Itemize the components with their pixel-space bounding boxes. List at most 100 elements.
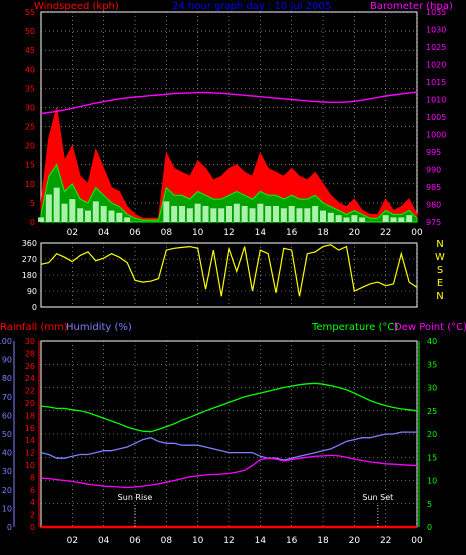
sun-annotation: Sun Rise xyxy=(118,493,153,502)
compass-label: E xyxy=(437,278,443,289)
wind-average-bar xyxy=(351,215,358,222)
wind-average-bar xyxy=(85,210,91,222)
temperature-tick-label: 20 xyxy=(427,430,437,439)
direction-tick-label: 360 xyxy=(22,239,37,248)
rainfall-tick-label: 24 xyxy=(25,374,35,383)
wind-average-bar xyxy=(296,208,303,222)
temperature-tick-label: 35 xyxy=(427,360,437,369)
rainfall-tick-label: 30 xyxy=(25,337,35,346)
barometer-tick-label: 1015 xyxy=(426,78,446,87)
windspeed-tick-label: 30 xyxy=(25,103,35,112)
x-tick-label: 04 xyxy=(98,228,110,238)
wind-average-bar xyxy=(390,217,397,222)
wind-average-bar xyxy=(288,205,295,222)
barometer-tick-label: 1005 xyxy=(426,113,446,122)
windspeed-tick-label: 10 xyxy=(25,180,35,189)
wind-average-bar xyxy=(265,205,272,222)
rainfall-tick-label: 0 xyxy=(30,523,35,532)
wind-average-area xyxy=(40,163,418,223)
wind-gust-area xyxy=(40,107,418,223)
x-tick-label: 20 xyxy=(349,228,361,238)
x-tick-label: 10 xyxy=(192,228,204,238)
humidity-line xyxy=(40,431,417,461)
x-tick-label: 14 xyxy=(255,536,267,546)
humidity-tick-label: 60 xyxy=(2,411,12,420)
wind-average-bar xyxy=(398,217,405,222)
wind-average-bar xyxy=(179,205,185,222)
wind-average-bar xyxy=(241,205,248,222)
x-tick-label: 10 xyxy=(192,536,204,546)
barometer-tick-label: 1020 xyxy=(426,61,446,70)
humidity-tick-label: 20 xyxy=(2,486,12,495)
rainfall-tick-label: 10 xyxy=(25,461,35,470)
x-tick-label: 22 xyxy=(380,536,391,546)
rainfall-tick-label: 18 xyxy=(25,411,35,420)
windspeed-tick-label: 50 xyxy=(25,27,35,36)
windspeed-tick-label: 40 xyxy=(25,65,35,74)
rainfall-tick-label: 8 xyxy=(30,473,35,482)
temperature-tick-label: 0 xyxy=(427,523,432,532)
humidity-tick-label: 10 xyxy=(2,504,12,513)
pressure-line xyxy=(40,91,418,115)
x-tick-label: 14 xyxy=(255,228,267,238)
wind-average-bar xyxy=(92,201,99,222)
rainfall-tick-label: 4 xyxy=(30,498,35,507)
rainfall-tick-label: 6 xyxy=(30,486,35,495)
barometer-tick-label: 995 xyxy=(426,148,441,157)
wind-average-bar xyxy=(343,217,350,222)
dewpoint-axis-label: Dew Point (°C) xyxy=(394,322,466,333)
wind-direction-line xyxy=(40,244,418,297)
wind-average-bar xyxy=(382,215,389,222)
x-tick-label: 02 xyxy=(67,536,78,546)
x-tick-label: 18 xyxy=(317,228,329,238)
x-tick-label: 22 xyxy=(380,228,391,238)
humidity-tick-label: 90 xyxy=(2,356,12,365)
humidity-tick-label: 50 xyxy=(2,430,12,439)
humidity-tick-label: 100 xyxy=(0,337,12,346)
barometer-axis-label: Barometer (hpa) xyxy=(370,1,453,12)
temperature-tick-label: 40 xyxy=(427,337,437,346)
wind-average-bar xyxy=(186,208,193,222)
wind-average-bar xyxy=(312,205,319,222)
wind-average-bar xyxy=(335,215,342,222)
barometer-tick-label: 990 xyxy=(426,166,441,175)
wind-average-bar xyxy=(171,205,178,222)
barometer-tick-label: 980 xyxy=(426,201,441,210)
windspeed-axis-label: Windspeed (kph) xyxy=(34,1,119,12)
humidity-tick-label: 70 xyxy=(2,393,12,402)
wind-average-bar xyxy=(53,187,60,222)
barometer-tick-label: 1035 xyxy=(426,8,446,17)
x-tick-label: 08 xyxy=(161,228,173,238)
compass-label: N xyxy=(436,291,443,302)
wind-average-bar xyxy=(280,208,287,222)
wind-average-bar xyxy=(38,217,44,222)
wind-average-bar xyxy=(320,210,326,222)
windspeed-tick-label: 35 xyxy=(25,84,35,93)
x-tick-label: 18 xyxy=(317,536,329,546)
rainfall-tick-label: 26 xyxy=(25,362,35,371)
wind-average-bar xyxy=(218,208,225,222)
direction-tick-label: 0 xyxy=(32,303,37,312)
barometer-tick-label: 1025 xyxy=(426,43,446,52)
wind-average-bar xyxy=(108,210,115,222)
wind-average-bar xyxy=(45,194,52,222)
temperature-line xyxy=(40,382,418,433)
compass-label: N xyxy=(436,239,443,250)
barometer-tick-label: 985 xyxy=(426,183,441,192)
humidity-tick-label: 80 xyxy=(2,374,12,383)
compass-label: W xyxy=(435,252,445,263)
wind-average-bar xyxy=(77,208,84,222)
x-tick-label: 08 xyxy=(161,536,173,546)
direction-tick-label: 90 xyxy=(27,287,37,296)
windspeed-tick-label: 20 xyxy=(25,142,35,151)
direction-tick-label: 180 xyxy=(22,271,37,280)
x-tick-label: 12 xyxy=(223,228,234,238)
x-tick-label: 06 xyxy=(129,228,141,238)
humidity-tick-label: 0 xyxy=(7,523,12,532)
x-tick-label: 12 xyxy=(223,536,234,546)
windspeed-tick-label: 25 xyxy=(25,123,35,132)
barometer-tick-label: 975 xyxy=(426,218,441,227)
wind-average-bar xyxy=(304,208,311,222)
